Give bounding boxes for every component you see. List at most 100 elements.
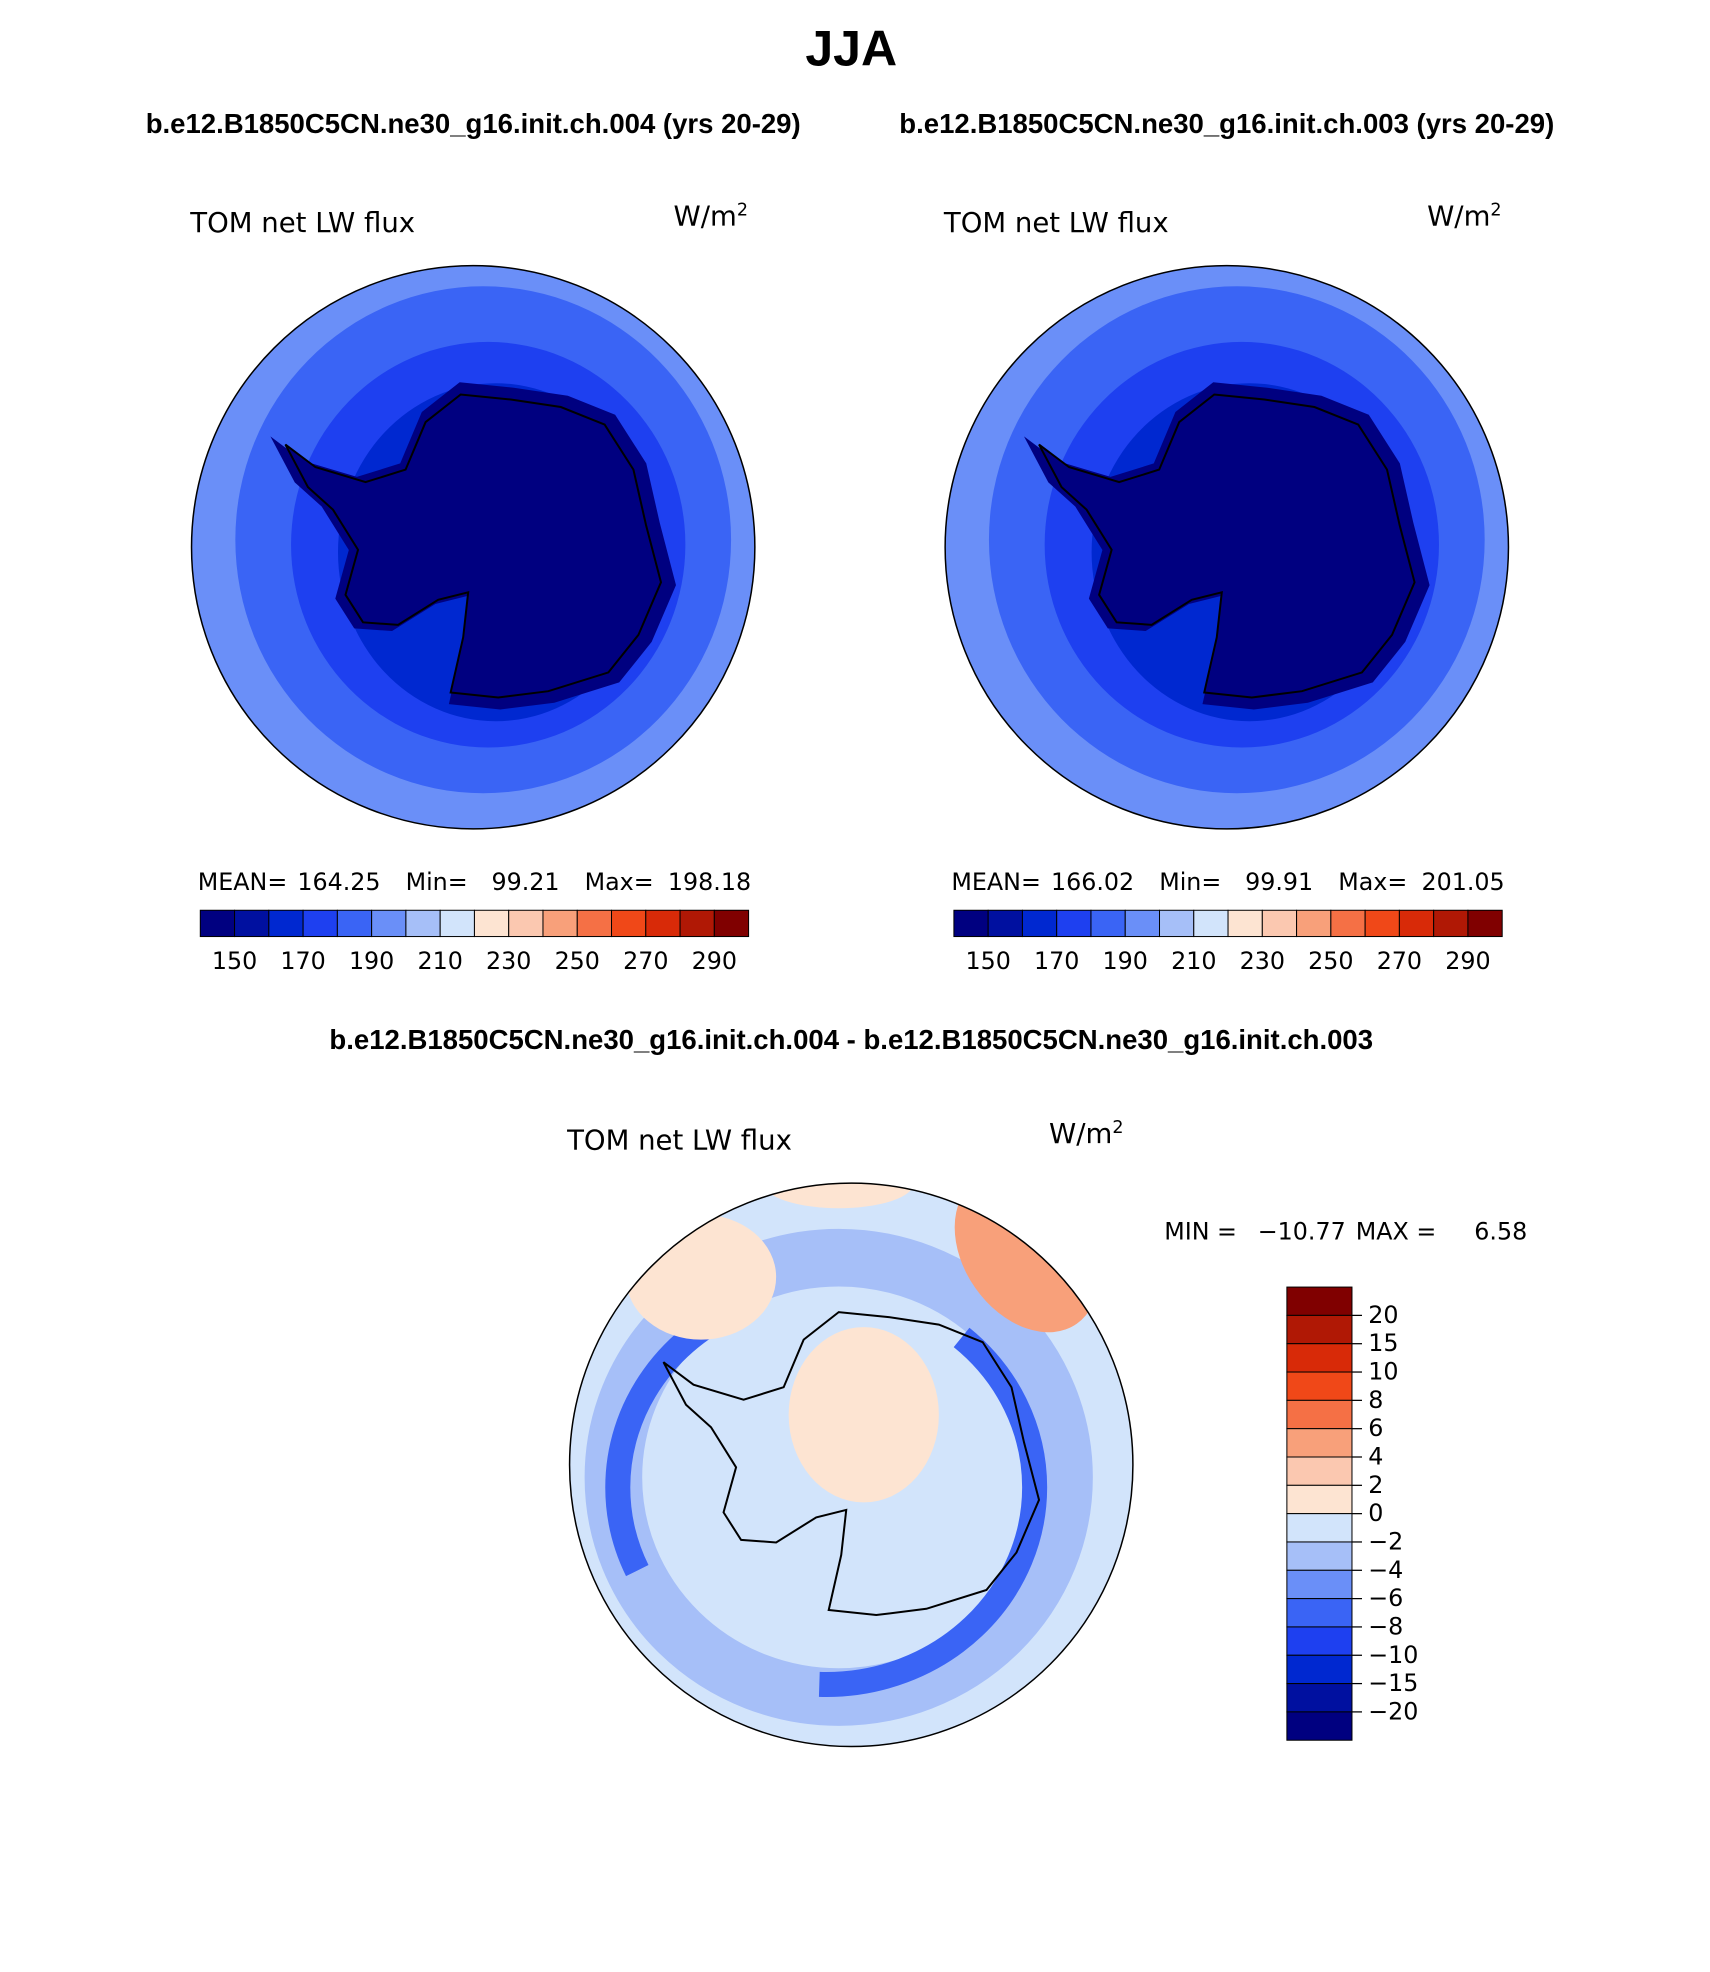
colorbar-box — [1286, 1343, 1353, 1373]
colorbar-label: 210 — [1171, 947, 1216, 975]
colorbar-label: 230 — [486, 947, 531, 975]
difference-title: b.e12.B1850C5CN.ne30_g16.init.ch.004 - b… — [329, 1024, 1373, 1055]
colorbar-box — [473, 909, 510, 938]
colorbar-label: 230 — [1240, 947, 1285, 975]
colorbar-box — [1364, 909, 1400, 938]
colorbar-box — [1261, 909, 1298, 938]
colorbar-box — [1021, 909, 1058, 938]
map-boundary — [568, 1182, 1134, 1748]
colorbar-label: 20 — [1368, 1301, 1398, 1329]
units-superscript: 2 — [1490, 200, 1501, 220]
colorbar-box — [1286, 1399, 1353, 1430]
colorbar-label: −2 — [1368, 1527, 1403, 1555]
colorbar-box — [1124, 909, 1161, 938]
field-contour — [788, 1327, 939, 1503]
colorbar-box — [1286, 1286, 1353, 1316]
colorbar-box — [234, 909, 270, 938]
stat-label: MIN = — [1164, 1217, 1237, 1245]
colorbar-box — [1286, 1598, 1353, 1628]
stat-label: Min= — [406, 868, 468, 896]
colorbar-box — [199, 909, 236, 938]
colorbar-box — [1286, 1484, 1353, 1515]
colorbar-label: 0 — [1368, 1499, 1383, 1527]
map — [945, 265, 1509, 829]
units-label: W/m2 — [1049, 1118, 1123, 1150]
stat-label: MEAN= — [951, 868, 1040, 896]
colorbar-box — [713, 909, 750, 938]
colorbar-box — [1286, 1428, 1353, 1458]
field-label: TOM net LW flux — [189, 207, 415, 239]
colorbar-label: −15 — [1368, 1669, 1418, 1697]
colorbar-label: 190 — [349, 947, 394, 975]
antarctica-field — [285, 394, 661, 698]
colorbar-box — [302, 909, 338, 938]
colorbar-box — [1286, 1314, 1353, 1345]
colorbar-box — [336, 909, 373, 938]
colorbar-box — [1286, 1456, 1353, 1486]
coastline — [1038, 393, 1416, 699]
colorbar-box — [1159, 909, 1195, 938]
colorbar-label: −8 — [1368, 1612, 1403, 1640]
colorbar-label: 150 — [212, 947, 257, 975]
units-superscript: 2 — [737, 200, 748, 220]
field-label: TOM net LW flux — [943, 207, 1169, 239]
colorbar-box — [1286, 1683, 1353, 1713]
stat-value: 166.02 — [1051, 868, 1134, 896]
colorbar-box — [1398, 909, 1435, 938]
units: W/m — [1049, 1118, 1112, 1150]
colorbar-box — [542, 909, 578, 938]
stat-label: MEAN= — [198, 868, 287, 896]
colorbar-label: −10 — [1368, 1641, 1418, 1669]
stat-label: Max= — [1338, 868, 1407, 896]
antarctica-field — [1039, 394, 1415, 698]
colorbar-label: 210 — [417, 947, 462, 975]
colorbar-label: 250 — [1308, 947, 1353, 975]
colorbar-label: 150 — [965, 947, 1010, 975]
colorbar-box — [1227, 909, 1263, 938]
map-boundary — [190, 264, 756, 830]
units: W/m — [673, 201, 736, 233]
colorbar-label: 2 — [1368, 1471, 1383, 1499]
colorbar-box — [953, 909, 989, 938]
stat-label: MAX = — [1356, 1217, 1437, 1245]
stat-label: Max= — [585, 868, 654, 896]
colorbar-label: 8 — [1368, 1386, 1383, 1414]
colorbar-box — [405, 909, 441, 938]
stat-value: −10.77 — [1258, 1217, 1346, 1245]
colorbar-label: 4 — [1368, 1443, 1383, 1471]
colorbar-box — [645, 909, 681, 938]
colorbar-label: 170 — [280, 947, 325, 975]
field-contour — [605, 1277, 1048, 1698]
colorbar-box — [611, 909, 647, 938]
panel-case: b.e12.B1850C5CN.ne30_g16.init.ch.003 (yr… — [899, 108, 1554, 139]
field-label: TOM net LW flux — [566, 1124, 792, 1156]
colorbar-box — [439, 909, 475, 938]
colorbar-box — [679, 909, 715, 938]
colorbar-label: −6 — [1368, 1584, 1403, 1612]
colorbar-box — [1296, 909, 1332, 938]
colorbar-label: −4 — [1368, 1556, 1403, 1584]
stat-value: 164.25 — [297, 868, 380, 896]
colorbar-label: 290 — [1445, 947, 1490, 975]
stat-label: Min= — [1159, 868, 1221, 896]
colorbar-box — [508, 909, 544, 938]
stat-value: 99.21 — [492, 868, 560, 896]
colorbar-box — [1056, 909, 1092, 938]
units-label: W/m2 — [1427, 200, 1501, 232]
panel-case: b.e12.B1850C5CN.ne30_g16.init.ch.004 (yr… — [146, 108, 801, 139]
colorbar-box — [1433, 909, 1469, 938]
colorbar-box — [1330, 909, 1366, 938]
colorbar-box — [1090, 909, 1126, 938]
figure-title: JJA — [805, 20, 897, 76]
colorbar-box — [1286, 1569, 1353, 1600]
colorbar-box — [987, 909, 1023, 938]
colorbar-label: 190 — [1103, 947, 1148, 975]
colorbar-box — [268, 909, 304, 938]
colorbar-box — [576, 909, 613, 938]
stat-value: 6.58 — [1474, 1217, 1527, 1245]
colorbar-box — [1467, 909, 1503, 938]
coastline — [284, 393, 663, 699]
colorbar-box — [1193, 909, 1229, 938]
units: W/m — [1427, 201, 1490, 233]
